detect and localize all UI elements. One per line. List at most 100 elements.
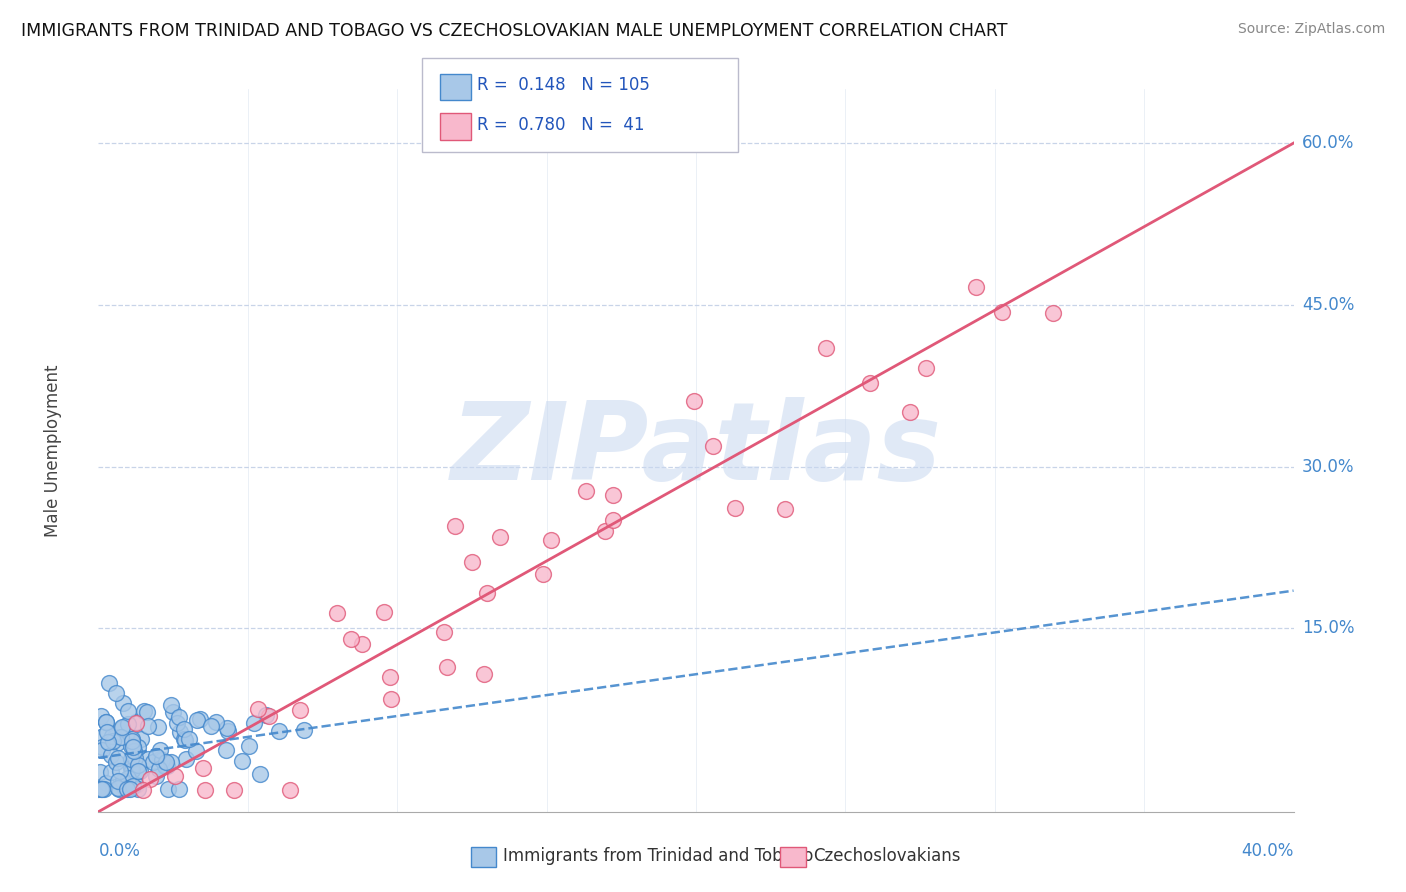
Point (91, 743, 114, 757)
Point (602, 487, 624, 501)
Point (105, 735, 128, 749)
Point (177, 732, 200, 747)
Point (121, 734, 143, 748)
Point (91, 782, 114, 797)
Point (91, 729, 114, 743)
Point (129, 732, 152, 747)
Point (104, 755, 127, 769)
Point (89, 764, 111, 779)
Point (135, 705, 157, 719)
Point (160, 698, 183, 712)
Point (169, 725, 191, 739)
Point (174, 752, 197, 766)
Point (115, 780, 138, 795)
Point (288, 703, 311, 717)
Point (489, 531, 512, 545)
Point (436, 660, 458, 674)
Point (166, 715, 188, 730)
Point (107, 780, 129, 795)
Point (94, 715, 117, 730)
Point (475, 586, 498, 600)
Text: 45.0%: 45.0% (1302, 296, 1354, 314)
Text: Czechoslovakians: Czechoslovakians (813, 847, 960, 865)
Point (153, 759, 176, 773)
Point (125, 714, 148, 729)
Point (149, 743, 172, 757)
Point (540, 533, 562, 548)
Point (87, 782, 110, 797)
Point (121, 763, 143, 777)
Point (267, 724, 290, 739)
Point (814, 341, 837, 355)
Text: 40.0%: 40.0% (1241, 842, 1294, 860)
Point (186, 744, 208, 758)
Point (127, 739, 149, 754)
Point (443, 519, 465, 533)
Point (121, 779, 143, 793)
Point (91, 740, 114, 755)
Point (222, 783, 245, 797)
Point (186, 713, 208, 727)
Point (217, 724, 239, 739)
Point (145, 769, 167, 783)
Point (188, 712, 211, 726)
Point (111, 719, 134, 733)
Point (173, 731, 195, 746)
Point (136, 752, 159, 766)
Point (117, 781, 139, 796)
Text: Male Unemployment: Male Unemployment (44, 364, 62, 537)
Point (155, 755, 177, 769)
Point (122, 743, 145, 757)
Point (859, 376, 882, 390)
Point (125, 778, 148, 792)
Point (100, 748, 122, 763)
Point (127, 757, 149, 772)
Point (378, 670, 401, 684)
Point (531, 566, 554, 581)
Text: 15.0%: 15.0% (1302, 619, 1354, 638)
Point (104, 730, 127, 744)
Point (160, 755, 183, 769)
Point (898, 404, 921, 418)
Point (433, 624, 456, 639)
Point (169, 710, 191, 724)
Point (350, 637, 373, 651)
Point (129, 764, 152, 778)
Point (243, 715, 266, 730)
Point (125, 715, 148, 730)
Point (127, 764, 149, 778)
Point (112, 780, 135, 795)
Point (602, 513, 624, 527)
Point (100, 764, 122, 779)
Point (163, 769, 186, 783)
Point (460, 556, 482, 570)
Point (107, 782, 129, 797)
Point (101, 734, 124, 748)
Point (247, 702, 270, 716)
Point (194, 783, 217, 797)
Point (96, 714, 118, 729)
Point (1042, 305, 1064, 319)
Point (112, 773, 135, 788)
Text: R =  0.780   N =  41: R = 0.780 N = 41 (477, 116, 644, 134)
Point (96, 724, 118, 739)
Point (173, 722, 195, 736)
Point (90, 782, 112, 797)
Point (93, 782, 115, 797)
Point (111, 776, 134, 790)
Point (121, 731, 143, 746)
Point (174, 732, 197, 747)
Point (156, 782, 179, 797)
Text: 60.0%: 60.0% (1302, 134, 1354, 153)
Point (773, 502, 796, 516)
Point (702, 439, 724, 453)
Point (380, 692, 402, 706)
Text: Source: ZipAtlas.com: Source: ZipAtlas.com (1237, 22, 1385, 37)
Point (915, 361, 938, 376)
Point (120, 761, 142, 775)
Point (97, 734, 120, 748)
Point (204, 715, 226, 730)
Point (121, 752, 143, 766)
Text: Immigrants from Trinidad and Tobago: Immigrants from Trinidad and Tobago (503, 847, 814, 865)
Point (136, 719, 159, 733)
